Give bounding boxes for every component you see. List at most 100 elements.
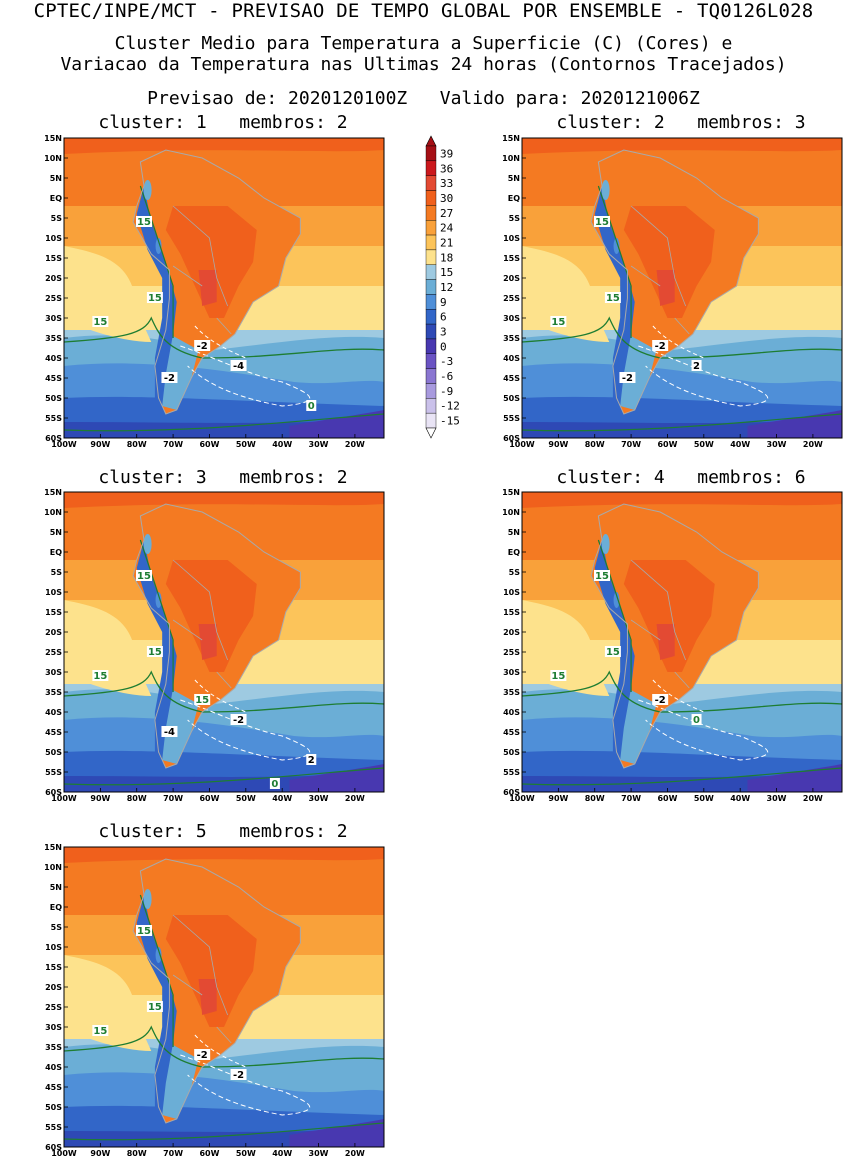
colorbar-label: 36	[440, 162, 453, 175]
lat-tick-label: 50S	[45, 748, 62, 757]
colorbar-swatch	[425, 338, 437, 354]
lat-tick-label: 60S	[503, 788, 520, 797]
colorbar-swatch	[425, 249, 437, 265]
lon-tick-label: 70W	[163, 440, 183, 449]
lon-tick-label: 50W	[236, 440, 256, 449]
lat-tick-label: 20S	[503, 274, 520, 283]
lon-tick-label: 100W	[51, 440, 77, 449]
lat-tick-label: 30S	[45, 1023, 62, 1032]
panel-1-title: cluster: 1 membros: 2	[98, 112, 348, 133]
lat-tick-label: 40S	[503, 354, 520, 363]
lat-tick-label: 35S	[45, 1043, 62, 1052]
subtitle-line-1: Cluster Medio para Temperatura a Superfi…	[114, 33, 733, 54]
lat-tick-label: 30S	[503, 314, 520, 323]
lat-tick-label: 60S	[45, 788, 62, 797]
lon-tick-label: 20W	[345, 794, 365, 803]
lat-tick-label: 15N	[502, 134, 520, 143]
lat-tick-label: 15N	[502, 488, 520, 497]
lat-tick-label: 45S	[503, 374, 520, 383]
lat-tick-label: EQ	[50, 903, 62, 912]
colorbar-label: -15	[440, 415, 460, 428]
lat-tick-label: 30S	[45, 668, 62, 677]
colorbar-label: -12	[440, 400, 460, 413]
map-panel-3: 15N 10N 5N EQ 5S 10S 15S 20S 25S 30S 35S 40S 45S 50S 5…	[44, 488, 385, 803]
lon-tick-label: 80W	[585, 440, 605, 449]
colorbar-label: 3	[440, 326, 447, 339]
lat-tick-label: 55S	[503, 768, 520, 777]
lat-tick-label: 5S	[51, 214, 63, 223]
subtitle-line-2: Variacao da Temperatura nas Ultimas 24 h…	[60, 54, 787, 75]
lon-tick-label: 70W	[621, 794, 641, 803]
lat-tick-label: 45S	[45, 1083, 62, 1092]
contour-label: 15	[93, 1026, 107, 1037]
lat-tick-label: 55S	[45, 768, 62, 777]
colorbar-label: 9	[440, 296, 447, 309]
colorbar-label: 18	[440, 251, 453, 264]
contour-label: 15	[137, 926, 151, 937]
lon-tick-label: 80W	[127, 1149, 147, 1157]
contour-label: 0	[693, 715, 700, 726]
lon-tick-label: 70W	[163, 794, 183, 803]
colorbar-label: 12	[440, 281, 453, 294]
lat-tick-label: 5N	[50, 528, 62, 537]
lon-tick-label: 50W	[694, 440, 714, 449]
lat-tick-label: 25S	[503, 294, 520, 303]
panel-3-title: cluster: 3 membros: 2	[98, 467, 348, 488]
lat-tick-label: 45S	[45, 374, 62, 383]
lon-tick-label: 30W	[309, 794, 329, 803]
lat-tick-label: 5S	[509, 214, 521, 223]
contour-label: -2	[197, 341, 208, 352]
lat-tick-label: 55S	[503, 414, 520, 423]
contour-label: -4	[164, 727, 175, 738]
lon-tick-label: 90W	[548, 440, 568, 449]
colorbar-label: 30	[440, 192, 453, 205]
lat-tick-label: 25S	[45, 648, 62, 657]
contour-label: -2	[233, 1070, 244, 1081]
lat-tick-label: 50S	[503, 394, 520, 403]
lat-tick-label: 15S	[503, 254, 520, 263]
panel-2-title: cluster: 2 membros: 3	[556, 112, 806, 133]
lat-tick-label: 10S	[503, 234, 520, 243]
colorbar-swatch	[425, 220, 437, 236]
lon-tick-label: 50W	[236, 1149, 256, 1157]
lat-tick-label: 20S	[45, 983, 62, 992]
lat-tick-label: 55S	[45, 414, 62, 423]
contour-label: 15	[148, 1002, 162, 1013]
lat-tick-label: 10N	[502, 508, 520, 517]
colorbar-swatch	[425, 264, 437, 280]
lat-tick-label: 10N	[44, 508, 62, 517]
contour-label: -2	[655, 341, 666, 352]
lat-tick-label: 40S	[45, 708, 62, 717]
colorbar-label: 33	[440, 177, 453, 190]
lat-tick-label: 60S	[45, 1143, 62, 1152]
lat-tick-label: 30S	[503, 668, 520, 677]
colorbar-swatch	[425, 145, 437, 162]
lat-tick-label: EQ	[50, 194, 62, 203]
lat-tick-label: EQ	[508, 194, 520, 203]
colorbar-label: -9	[440, 385, 453, 398]
colorbar-label: -3	[440, 355, 453, 368]
contour-label: 15	[551, 317, 565, 328]
lat-tick-label: 10S	[45, 588, 62, 597]
lon-tick-label: 90W	[548, 794, 568, 803]
lon-tick-label: 90W	[90, 794, 110, 803]
lat-tick-label: 20S	[45, 628, 62, 637]
lon-tick-label: 100W	[509, 440, 535, 449]
contour-label: -2	[164, 373, 175, 384]
contour-label: 15	[595, 571, 609, 582]
contour-label: -4	[233, 361, 244, 372]
lat-tick-label: 60S	[503, 434, 520, 443]
lon-tick-label: 40W	[730, 440, 750, 449]
colorbar-label: 27	[440, 207, 453, 220]
map-panel-5: 15N 10N 5N EQ 5S 10S 15S 20S 25S 30S 35S 40S 45S 50S 5…	[44, 843, 385, 1157]
colorbar-swatch	[425, 412, 437, 429]
contour-label: -2	[233, 715, 244, 726]
lat-tick-label: 35S	[45, 334, 62, 343]
contour-label: 15	[595, 217, 609, 228]
lon-tick-label: 30W	[767, 794, 787, 803]
lat-tick-label: 40S	[503, 708, 520, 717]
lon-tick-label: 50W	[694, 794, 714, 803]
lat-tick-label: 5N	[50, 883, 62, 892]
lat-tick-label: 50S	[45, 1103, 62, 1112]
lat-tick-label: 15N	[44, 488, 62, 497]
